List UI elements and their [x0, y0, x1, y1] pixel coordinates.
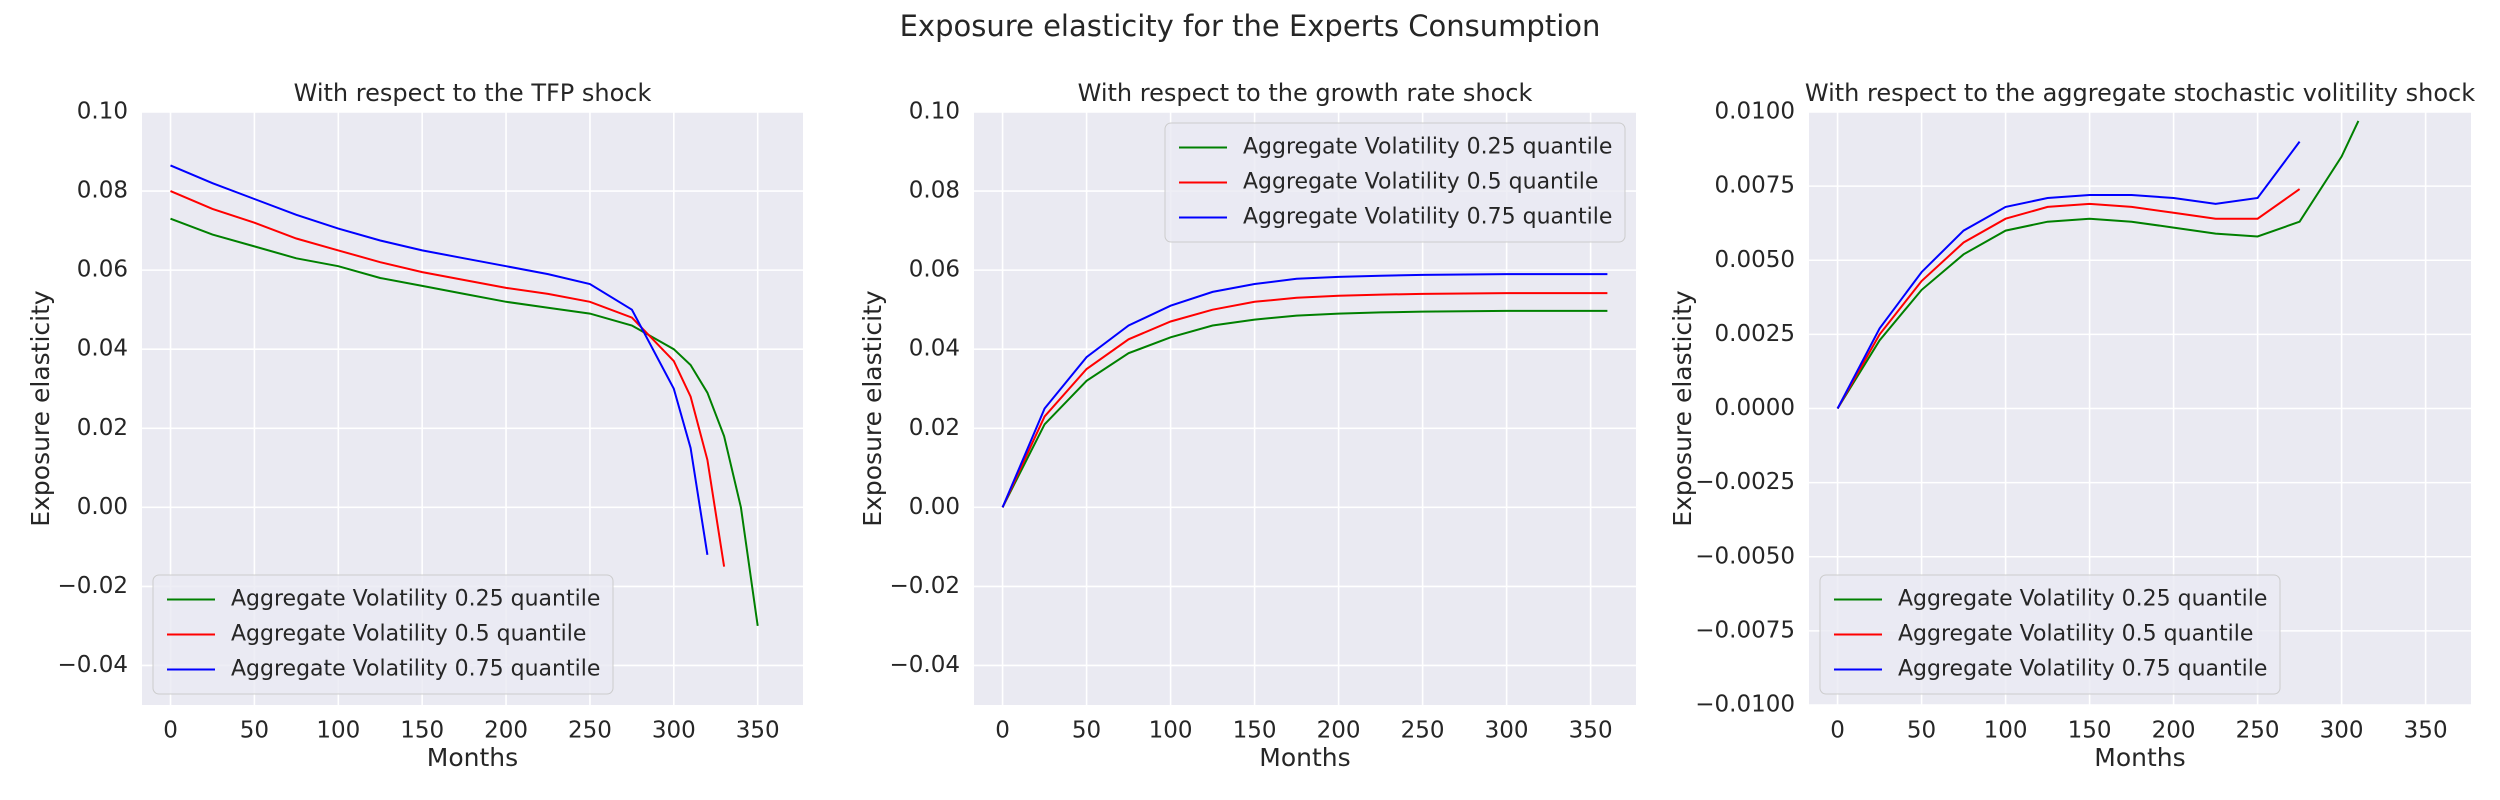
subplot-title: With respect to the TFP shock [294, 79, 652, 107]
x-tick-label: 50 [240, 718, 269, 744]
y-tick-label: 0.0025 [1715, 321, 1795, 347]
x-tick-label: 0 [995, 718, 1010, 744]
x-tick-label: 350 [1569, 718, 1613, 744]
y-axis-label: Exposure elasticity [26, 290, 55, 527]
data-line [1836, 141, 2301, 409]
x-tick-label: 300 [1485, 718, 1529, 744]
x-tick-label: 100 [316, 718, 360, 744]
x-tick-label: 150 [2068, 718, 2112, 744]
legend-label: Aggregate Volatility 0.5 quantile [231, 622, 586, 647]
x-tick-label: 250 [1401, 718, 1445, 744]
x-axis-label: Months [427, 743, 518, 772]
x-tick-label: 150 [400, 718, 444, 744]
legend-box [1819, 574, 2281, 695]
subplot-title: With respect to the growth rate shock [1078, 79, 1533, 107]
data-line [170, 217, 759, 627]
y-tick-label: −0.02 [890, 573, 960, 599]
data-line [1001, 273, 1608, 508]
legend-label: Aggregate Volatility 0.5 quantile [1898, 622, 2253, 647]
y-tick-label: 0.06 [77, 257, 128, 283]
y-tick-label: 0.02 [77, 415, 128, 441]
y-tick-label: −0.0100 [1695, 692, 1795, 718]
x-tick-label: 300 [652, 718, 696, 744]
data-line [1001, 292, 1608, 508]
x-axis-label: Months [1259, 743, 1350, 772]
legend-label: Aggregate Volatility 0.75 quantile [1243, 205, 1612, 230]
x-tick-label: 50 [1072, 718, 1101, 744]
y-tick-label: 0.06 [909, 257, 960, 283]
legend: Aggregate Volatility 0.25 quantile Aggreg… [1164, 122, 1626, 243]
x-tick-label: 350 [736, 718, 780, 744]
data-line [1836, 120, 2360, 410]
y-tick-label: −0.0075 [1695, 617, 1795, 643]
x-tick-label: 250 [568, 718, 612, 744]
legend-label: Aggregate Volatility 0.75 quantile [1898, 657, 2267, 682]
y-tick-label: 0.0100 [1715, 99, 1795, 125]
data-line [1836, 188, 2301, 409]
y-tick-label: 0.10 [909, 99, 960, 125]
figure-title: Exposure elasticity for the Experts Cons… [900, 9, 1601, 43]
y-tick-label: −0.0025 [1695, 469, 1795, 495]
legend-label: Aggregate Volatility 0.25 quantile [1243, 135, 1612, 160]
data-line [1001, 309, 1608, 508]
x-tick-label: 200 [2152, 718, 2196, 744]
legend: Aggregate Volatility 0.25 quantile Aggreg… [152, 574, 614, 695]
y-tick-label: −0.0050 [1695, 543, 1795, 569]
legend-label: Aggregate Volatility 0.25 quantile [231, 587, 600, 612]
legend-label: Aggregate Volatility 0.25 quantile [1898, 587, 2267, 612]
y-tick-label: 0.00 [909, 494, 960, 520]
data-line [170, 190, 726, 567]
y-tick-label: 0.0050 [1715, 247, 1795, 273]
legend: Aggregate Volatility 0.25 quantile Aggreg… [1819, 574, 2281, 695]
x-tick-label: 200 [484, 718, 528, 744]
x-tick-label: 300 [2320, 718, 2364, 744]
y-axis-label: Exposure elasticity [1668, 290, 1697, 527]
x-tick-label: 200 [1317, 718, 1361, 744]
x-tick-label: 50 [1907, 718, 1936, 744]
y-tick-label: 0.00 [77, 494, 128, 520]
data-line [170, 164, 709, 555]
x-tick-label: 350 [2404, 718, 2448, 744]
x-tick-label: 100 [1984, 718, 2028, 744]
legend-label: Aggregate Volatility 0.5 quantile [1243, 170, 1598, 195]
legend-box [1164, 122, 1626, 243]
y-tick-label: 0.04 [77, 336, 128, 362]
subplot: 0 50 100 150 200 250 300 350 −0.04 −0.02 0.00 0.02 0… [26, 79, 803, 772]
legend-box [152, 574, 614, 695]
y-axis-label: Exposure elasticity [858, 290, 887, 527]
subplot-title: With respect to the aggregate stochastic… [1805, 79, 2475, 107]
y-tick-label: −0.04 [58, 652, 128, 678]
subplot: 0 50 100 150 200 250 300 350 −0.0100 −0.0075 −0.00… [1668, 79, 2475, 772]
x-axis-label: Months [2094, 743, 2185, 772]
y-tick-label: 0.08 [77, 178, 128, 204]
y-tick-label: 0.04 [909, 336, 960, 362]
subplot: 0 50 100 150 200 250 300 350 −0.04 −0.02 0.00 0.02 0… [858, 79, 1636, 772]
legend-label: Aggregate Volatility 0.75 quantile [231, 657, 600, 682]
x-tick-label: 0 [163, 718, 178, 744]
x-tick-label: 0 [1830, 718, 1845, 744]
y-tick-label: 0.08 [909, 178, 960, 204]
y-tick-label: 0.0075 [1715, 173, 1795, 199]
x-tick-label: 150 [1233, 718, 1277, 744]
y-tick-label: 0.10 [77, 99, 128, 125]
x-tick-label: 250 [2236, 718, 2280, 744]
x-tick-label: 100 [1149, 718, 1193, 744]
y-tick-label: 0.02 [909, 415, 960, 441]
y-tick-label: 0.0000 [1715, 395, 1795, 421]
y-tick-label: −0.04 [890, 652, 960, 678]
y-tick-label: −0.02 [58, 573, 128, 599]
